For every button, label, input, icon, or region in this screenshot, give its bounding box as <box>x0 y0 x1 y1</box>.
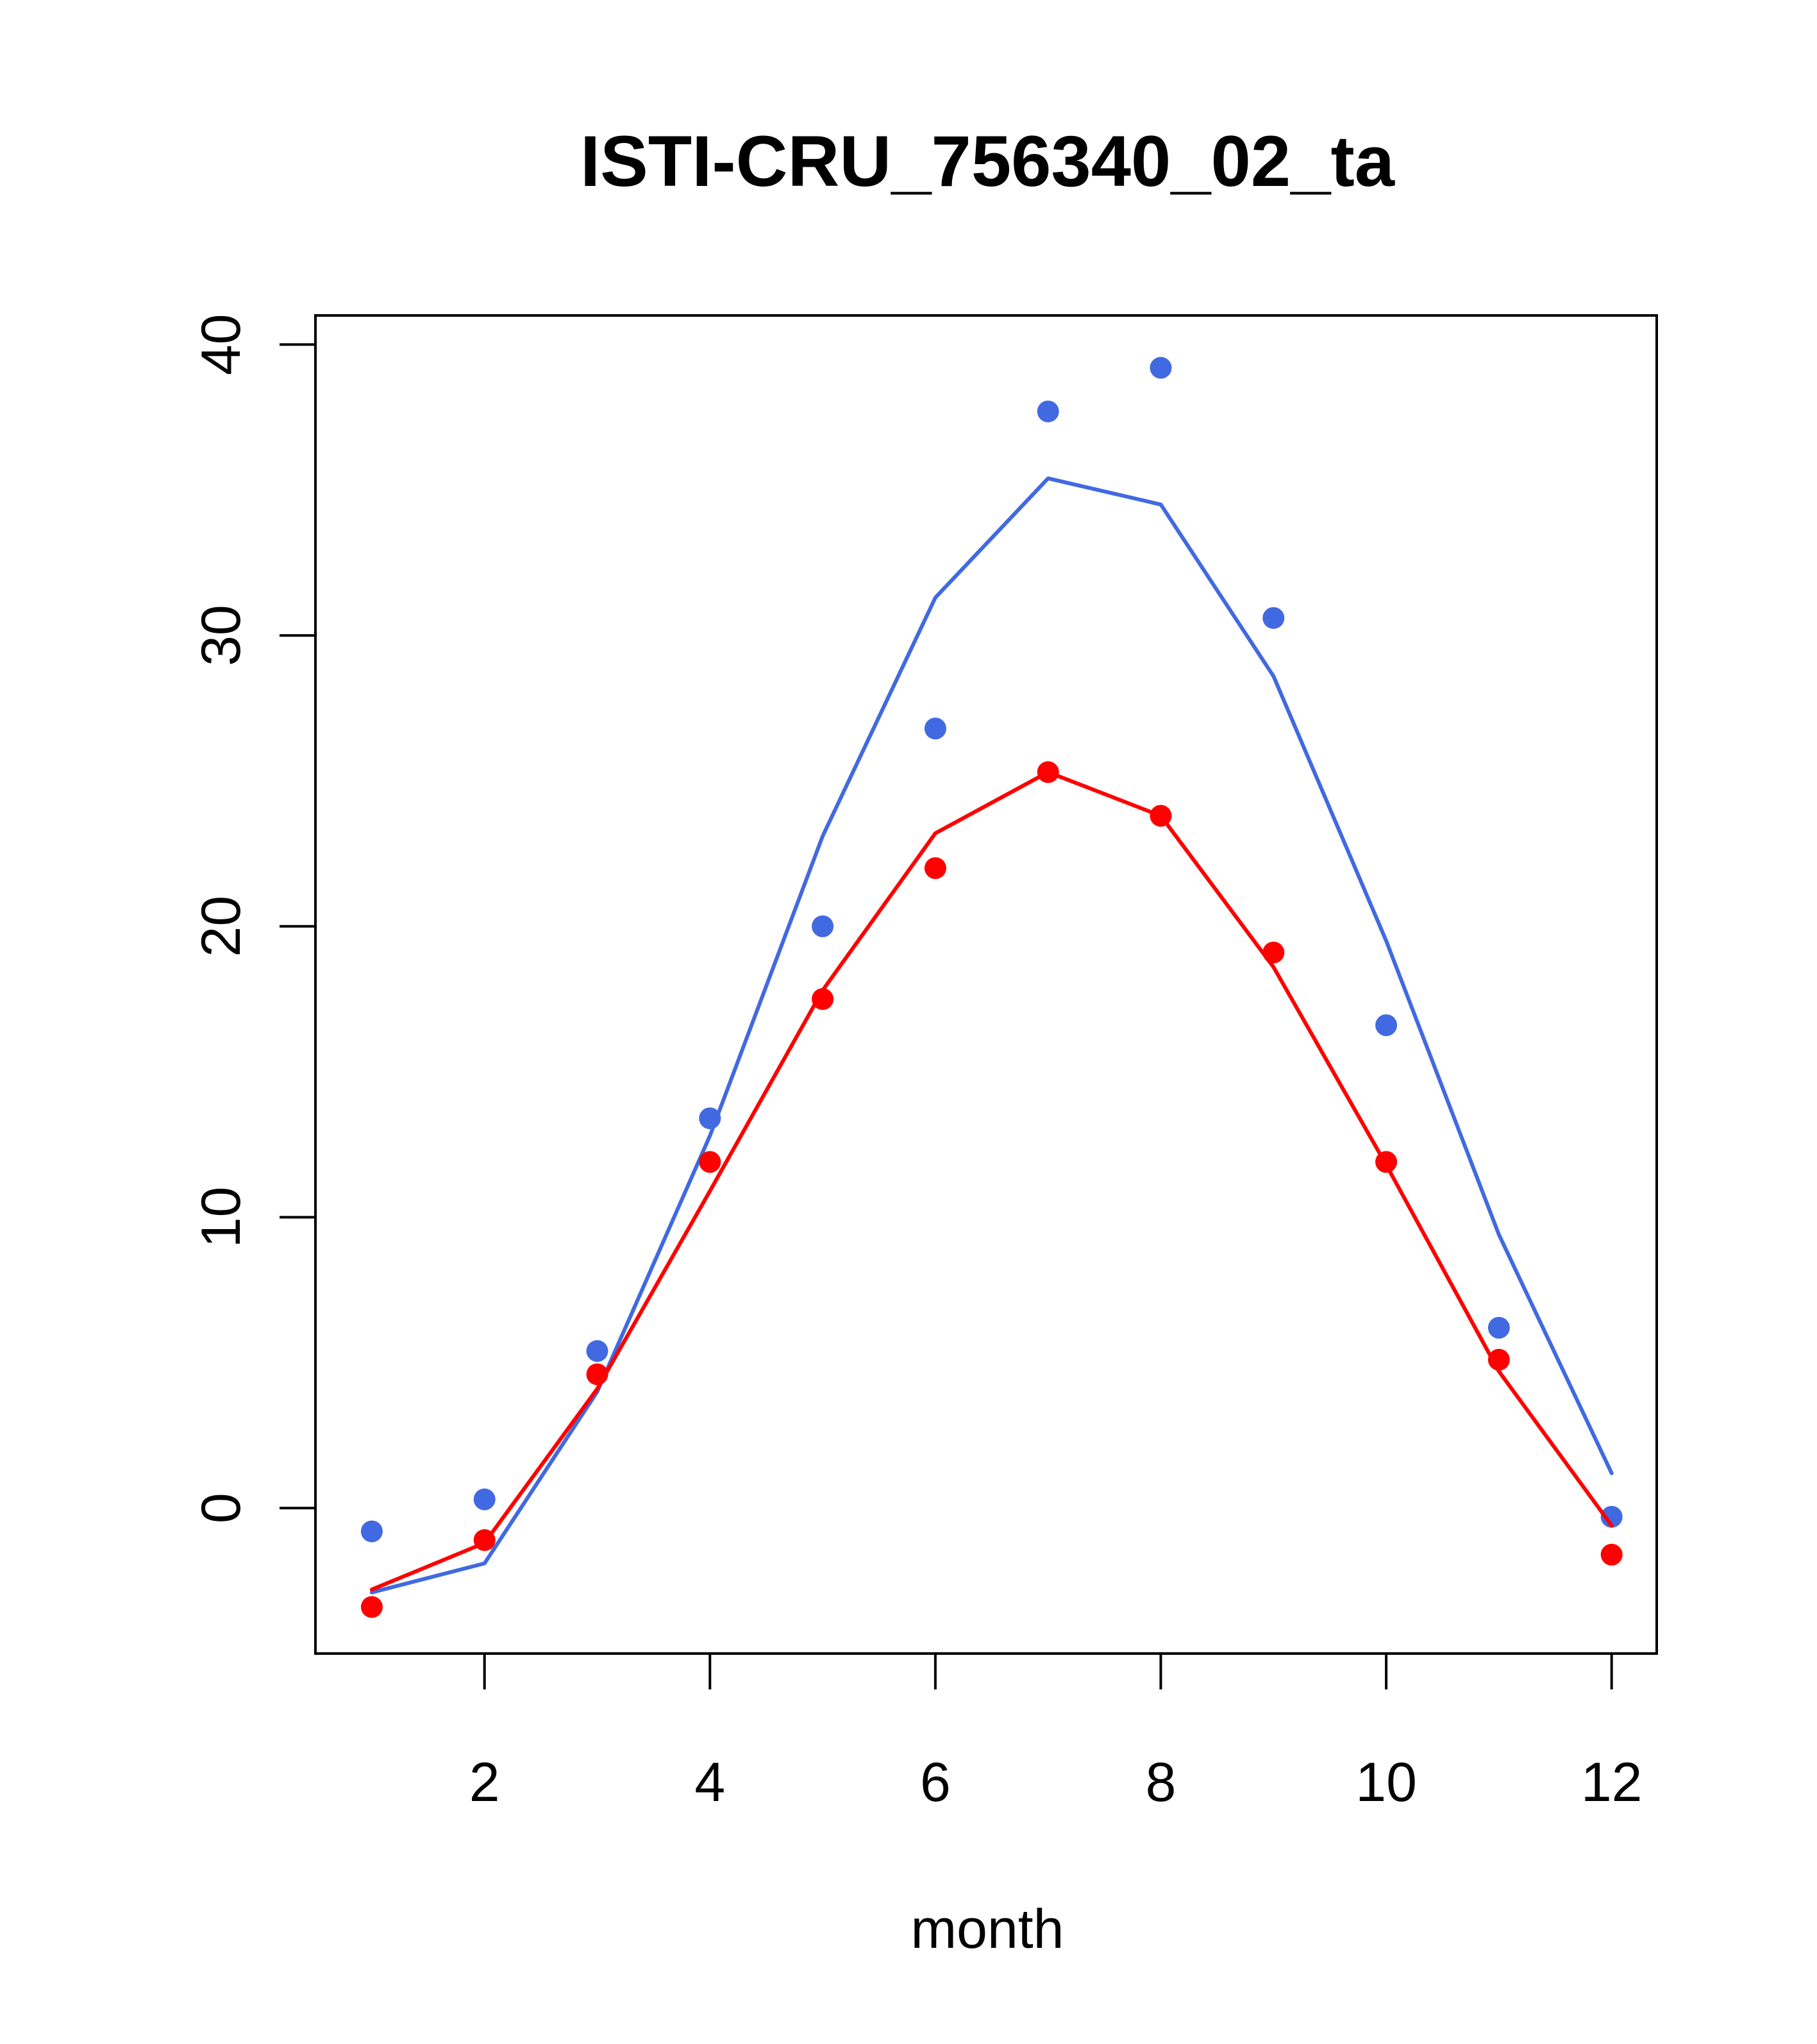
series-0-point-5 <box>924 717 946 740</box>
x-tick-label-2: 6 <box>920 1752 951 1813</box>
series-0-point-10 <box>1487 1316 1510 1339</box>
series-1-point-5 <box>924 857 946 880</box>
x-tick-label-3: 8 <box>1146 1752 1176 1813</box>
x-tick-label-0: 2 <box>469 1752 500 1813</box>
series-0-point-2 <box>586 1340 608 1362</box>
series-0-point-6 <box>1037 400 1059 423</box>
series-1-point-8 <box>1262 941 1285 964</box>
y-axis: 0 10 20 30 40 <box>190 314 315 1523</box>
series-0-point-9 <box>1375 1014 1398 1037</box>
y-tick-label-4: 40 <box>190 314 252 376</box>
series-0-point-0 <box>360 1520 383 1543</box>
y-tick-label-0: 0 <box>190 1493 252 1523</box>
y-tick-label-1: 10 <box>190 1187 252 1248</box>
series-0-point-1 <box>473 1488 496 1511</box>
series-1-point-10 <box>1487 1348 1510 1371</box>
series-1-point-1 <box>473 1529 496 1552</box>
series-1-point-4 <box>812 988 834 1010</box>
series-layer <box>360 356 1623 1618</box>
x-axis-label: month <box>910 1898 1064 1960</box>
x-tick-label-5: 12 <box>1581 1752 1643 1813</box>
plot-frame <box>314 314 1658 1655</box>
series-1-line <box>369 770 1614 1592</box>
y-tick-label-2: 20 <box>190 896 252 957</box>
series-0-point-8 <box>1262 607 1285 629</box>
series-0-point-11 <box>1600 1505 1623 1528</box>
series-0-line <box>369 476 1614 1595</box>
chart-title: ISTI-CRU_756340_02_ta <box>580 121 1395 201</box>
series-1-point-2 <box>586 1363 608 1386</box>
series-0-point-4 <box>812 915 834 937</box>
x-axis: 2 4 6 8 10 12 <box>469 1654 1643 1813</box>
series-1-point-11 <box>1600 1543 1623 1566</box>
series-1-point-7 <box>1150 805 1172 827</box>
series-1-point-9 <box>1375 1151 1398 1173</box>
y-tick-label-3: 30 <box>190 605 252 666</box>
series-0-point-7 <box>1150 356 1172 379</box>
series-1-point-6 <box>1037 761 1059 783</box>
x-tick-label-1: 4 <box>694 1752 725 1813</box>
series-0-point-3 <box>699 1107 721 1130</box>
series-1-point-3 <box>699 1151 721 1173</box>
series-1-point-0 <box>360 1596 383 1618</box>
x-tick-label-4: 10 <box>1355 1752 1417 1813</box>
